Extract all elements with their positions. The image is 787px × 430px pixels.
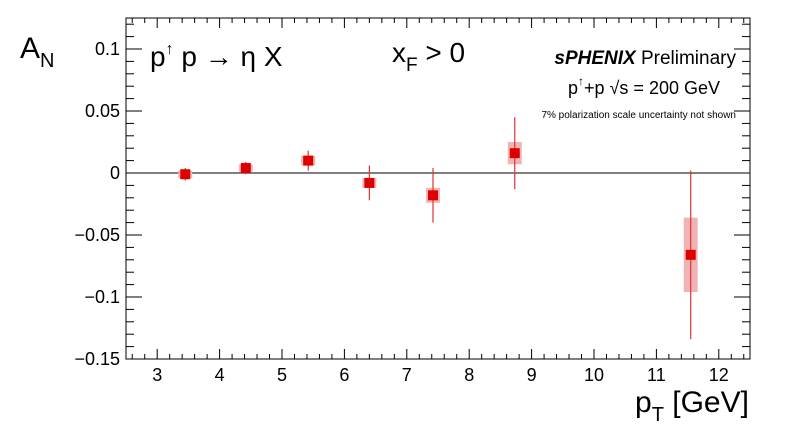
marker xyxy=(364,177,375,188)
marker xyxy=(428,190,439,201)
x-tick-label: 3 xyxy=(152,365,162,385)
axis-tick-labels: 3 4 5 6 7 8 9 10 11 12 0.1 0.05 0 −0.05 −0.1 −0.15 xyxy=(74,39,728,385)
kinematic-cut-label: xF > 0 xyxy=(392,37,465,76)
data-point-1 xyxy=(178,168,193,181)
x-tick-label: 5 xyxy=(277,365,287,385)
data-points xyxy=(178,117,698,340)
x-axis-title: pT [GeV] xyxy=(635,386,749,426)
data-point-3 xyxy=(301,150,316,171)
plot-frame xyxy=(125,17,751,360)
process-label: p↑ p → η X xyxy=(150,41,283,72)
y-tick-label: −0.1 xyxy=(84,287,120,307)
data-point-5 xyxy=(426,168,441,223)
y-tick-label: −0.15 xyxy=(74,349,120,369)
y-tick-label: 0.05 xyxy=(85,101,120,121)
axis-ticks xyxy=(126,18,750,360)
collision-system-label: p↑+p √s = 200 GeV xyxy=(568,74,720,98)
y-tick-label: 0 xyxy=(110,163,120,183)
data-point-6 xyxy=(507,117,522,190)
marker xyxy=(509,148,520,159)
x-tick-label: 11 xyxy=(647,365,666,385)
x-tick-label: 9 xyxy=(527,365,537,385)
x-tick-label: 4 xyxy=(215,365,225,385)
experiment-label: sPHENIX Preliminary xyxy=(554,48,736,69)
x-tick-label: 6 xyxy=(339,365,349,385)
y-axis-title: AN xyxy=(20,32,54,72)
marker xyxy=(685,249,696,260)
polarization-note: 7% polarization scale uncertainty not sh… xyxy=(541,110,736,121)
marker xyxy=(180,169,191,180)
x-tick-label: 7 xyxy=(402,365,412,385)
y-tick-label: −0.05 xyxy=(74,225,120,245)
x-tick-label: 10 xyxy=(584,365,604,385)
marker xyxy=(240,163,251,174)
data-point-2 xyxy=(238,161,253,175)
marker xyxy=(303,155,314,166)
x-tick-label: 8 xyxy=(464,365,474,385)
x-tick-label: 12 xyxy=(709,365,729,385)
data-point-4 xyxy=(362,165,377,201)
data-point-7 xyxy=(683,170,698,340)
y-tick-label: 0.1 xyxy=(95,39,120,59)
